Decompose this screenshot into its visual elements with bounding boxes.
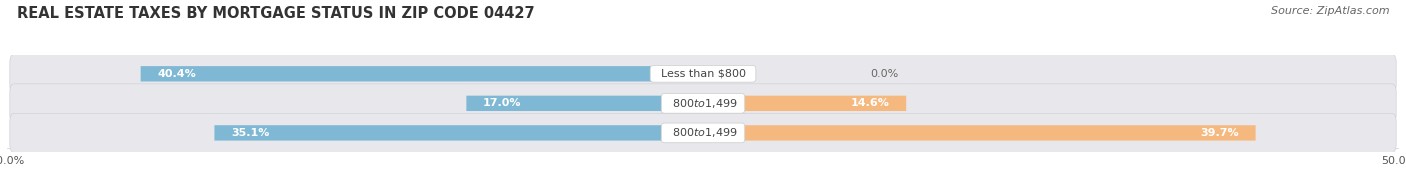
Text: 17.0%: 17.0%: [484, 98, 522, 108]
FancyBboxPatch shape: [703, 125, 1256, 141]
FancyBboxPatch shape: [10, 54, 1396, 93]
Text: REAL ESTATE TAXES BY MORTGAGE STATUS IN ZIP CODE 04427: REAL ESTATE TAXES BY MORTGAGE STATUS IN …: [17, 6, 534, 21]
Text: Less than $800: Less than $800: [654, 69, 752, 79]
FancyBboxPatch shape: [10, 84, 1396, 123]
Text: $800 to $1,499: $800 to $1,499: [665, 97, 741, 110]
Text: 35.1%: 35.1%: [231, 128, 270, 138]
Text: 14.6%: 14.6%: [851, 98, 890, 108]
FancyBboxPatch shape: [10, 113, 1396, 152]
Text: $800 to $1,499: $800 to $1,499: [665, 126, 741, 139]
Text: 0.0%: 0.0%: [870, 69, 898, 79]
Text: 40.4%: 40.4%: [157, 69, 195, 79]
FancyBboxPatch shape: [467, 96, 703, 111]
Text: Source: ZipAtlas.com: Source: ZipAtlas.com: [1271, 6, 1389, 16]
Text: 39.7%: 39.7%: [1201, 128, 1239, 138]
FancyBboxPatch shape: [215, 125, 703, 141]
FancyBboxPatch shape: [141, 66, 703, 82]
FancyBboxPatch shape: [703, 96, 907, 111]
